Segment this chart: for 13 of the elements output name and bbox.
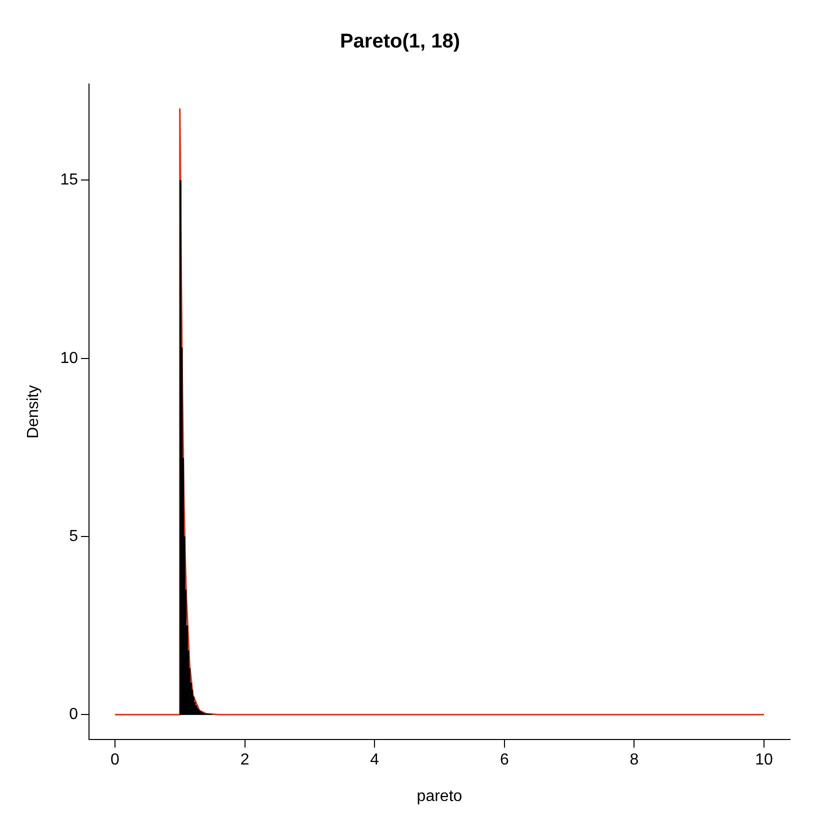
chart-title: Pareto(1, 18) (340, 30, 460, 53)
x-tick-label: 0 (110, 752, 120, 769)
x-tick-label: 6 (500, 752, 509, 769)
x-tick-label: 8 (630, 752, 639, 769)
x-axis-title: pareto (416, 788, 462, 805)
x-tick-label: 4 (370, 752, 380, 769)
x-tick-label: 2 (240, 752, 250, 769)
x-tick-label: 10 (755, 752, 774, 769)
y-tick-label: 0 (69, 706, 78, 724)
y-axis-title: Density (25, 385, 42, 438)
y-tick-label: 5 (69, 528, 78, 545)
y-tick-label: 10 (60, 350, 78, 367)
y-tick-label: 15 (60, 172, 78, 189)
